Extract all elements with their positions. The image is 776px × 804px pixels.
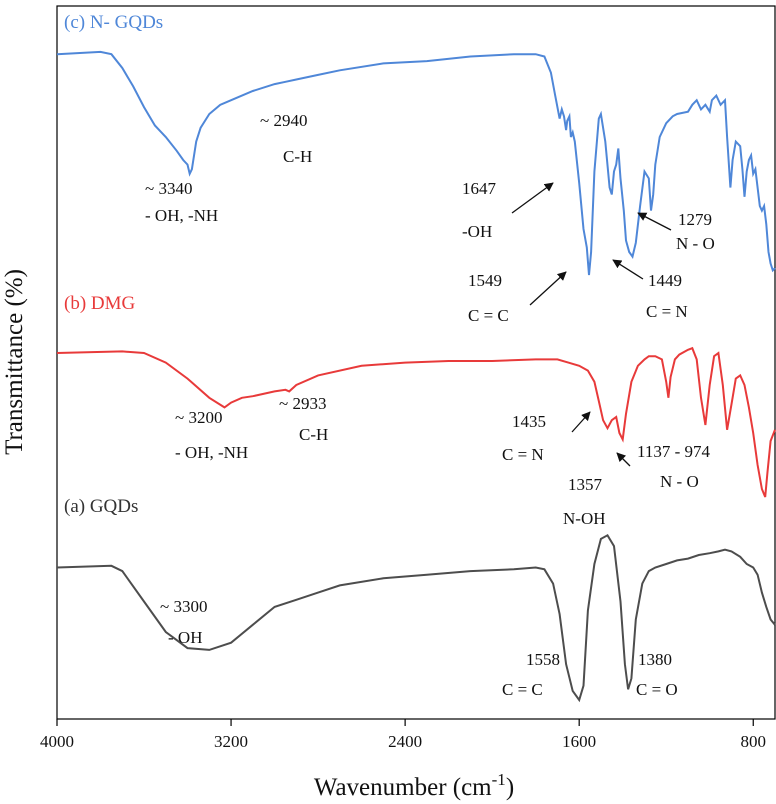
annotation-label: 1647 [462,179,497,198]
x-tick-label: 1600 [562,732,596,751]
x-tick-label: 4000 [40,732,74,751]
series-label-dmg: (b) DMG [64,293,136,314]
annotation-label: C-H [299,425,328,444]
annotation-label: ~ 2940 [260,111,307,130]
series-line-dmg [56,346,776,498]
annotation-label: ~ 3340 [145,179,192,198]
annotation-label: 1357 [568,475,603,494]
annotation-label: 1380 [638,650,672,669]
annotation-label: - OH [168,628,202,647]
annotation-label: -OH [462,222,492,241]
series-label-n-gqds: (c) N- GQDs [64,12,163,33]
x-axis-title-text: Wavenumber (cm [314,774,492,801]
annotation-label: C = C [502,680,543,699]
annotation-arrow [637,212,672,231]
x-axis-title-superscript: -1 [492,770,506,789]
annotation-label: N - O [676,234,715,253]
annotation-label: - OH, -NH [175,443,248,462]
annotation-label: - OH, -NH [145,206,218,225]
x-tick-label: 3200 [214,732,248,751]
series-label-gqds: (a) GQDs [64,496,138,517]
annotation-label: C = N [646,302,688,321]
annotation-arrow [612,259,644,280]
annotation-label: N-OH [563,509,606,528]
annotation-label: ~ 3200 [175,408,222,427]
annotation-label: 1549 [468,271,502,290]
annotation-arrow [511,182,554,214]
annotation-label: C = N [502,445,544,464]
annotation-arrow [529,271,567,306]
annotation-label: 1558 [526,650,560,669]
annotation-label: 1449 [648,271,682,290]
x-tick-label: 2400 [388,732,422,751]
annotation-label: 1137 - 974 [637,442,711,461]
plot-frame [56,5,776,720]
annotation-label: C-H [283,147,312,166]
annotation-label: C = C [468,306,509,325]
annotation-label: 1435 [512,412,546,431]
annotation-label: N - O [660,472,699,491]
x-tick-label: 800 [740,732,766,751]
annotation-arrow [571,411,591,433]
annotation-label: 1279 [678,210,712,229]
y-axis-title: Transmittance (%) [1,269,28,455]
series-line-n-gqds [56,50,776,276]
annotation-label: C = O [636,680,678,699]
annotation-label: ~ 3300 [160,597,207,616]
annotation-label: ~ 2933 [279,394,326,413]
x-axis-title-close: ) [506,774,514,801]
x-axis-title: Wavenumber (cm-1) [314,770,514,801]
annotation-arrow [616,452,631,467]
series-line-gqds [56,533,776,703]
x-axis-ticks: 4000 3200 2400 1600 800 [40,719,766,751]
